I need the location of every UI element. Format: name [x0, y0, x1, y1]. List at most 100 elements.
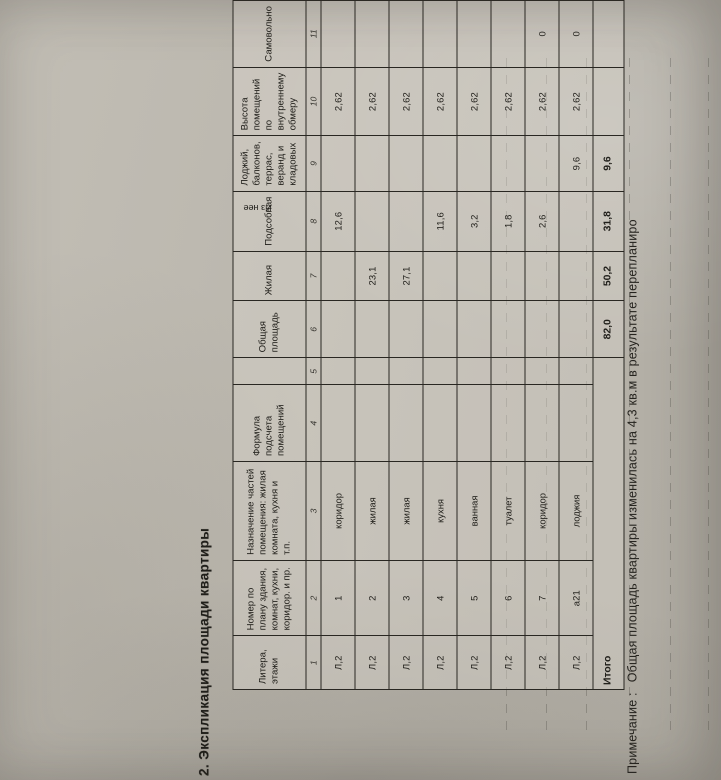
cell-loggia — [388, 135, 423, 192]
cell-service: 12,6 — [320, 191, 355, 252]
cell-extra — [354, 357, 389, 385]
table-row: Л,2 6 туалет 1,8 2,62 — [490, 0, 525, 690]
table-total-row: Итого 82,0 50,2 31,8 9,6 — [592, 0, 624, 690]
cell-number: 3 — [388, 560, 423, 636]
header-blank — [232, 357, 306, 385]
table-row: Л,2 4 кухня 11,6 2,62 — [422, 0, 457, 690]
cell-height: 2,62 — [354, 67, 389, 136]
note-label: Примечание : — [625, 692, 639, 774]
table-row: Л,2 2 жилая 23,1 2,62 — [354, 0, 389, 690]
cell-living — [456, 251, 491, 301]
cell-litera: Л,2 — [490, 635, 525, 690]
cell-service — [388, 191, 423, 252]
cell-formula — [388, 384, 423, 462]
cell-formula — [524, 384, 559, 462]
total-label: Итого — [592, 357, 624, 690]
cell-unauthorized: 0 — [524, 0, 559, 68]
cell-loggia — [354, 135, 389, 192]
cell-extra — [320, 357, 355, 385]
cell-number: 7 — [524, 560, 559, 636]
cell-litera: Л,2 — [524, 635, 559, 690]
colnum-3: 3 — [305, 461, 321, 561]
colnum-10: 10 — [305, 67, 321, 136]
cell-litera: Л,2 — [388, 635, 423, 690]
cell-litera: Л,2 — [354, 635, 389, 690]
header-total-area: Общая площадь — [232, 300, 306, 358]
cell-total — [354, 300, 389, 358]
table-row: Л,2 5 ванная 3,2 2,62 — [456, 0, 491, 690]
cell-height: 2,62 — [422, 67, 457, 136]
header-formula: Формула подсчета помещений — [232, 384, 306, 462]
cell-height: 2,62 — [490, 67, 525, 136]
total-loggia-area: 9,6 — [592, 135, 624, 192]
header-litera: Литера, этажи — [232, 635, 306, 690]
cell-living — [524, 251, 559, 301]
total-height — [592, 67, 624, 136]
cell-name: туалет — [490, 461, 525, 561]
cell-litera: Л,2 — [456, 635, 491, 690]
cell-number: 5 — [456, 560, 491, 636]
colnum-4: 4 — [305, 384, 321, 462]
cell-total — [490, 300, 525, 358]
colnum-6: 6 — [305, 300, 321, 358]
cell-loggia — [490, 135, 525, 192]
header-purpose: Назначение частей помещения: жилая комна… — [232, 461, 306, 561]
cell-extra — [490, 357, 525, 385]
note-text: Общая площадь квартиры изменилась на 4,3… — [625, 219, 639, 683]
cell-unauthorized — [320, 0, 355, 68]
header-room-height: Высота помещений по внутреннему обмеру — [232, 67, 306, 136]
cell-height: 2,62 — [388, 67, 423, 136]
cell-living: 27,1 — [388, 251, 423, 301]
cell-total — [524, 300, 559, 358]
cell-formula — [320, 384, 355, 462]
cell-height: 2,62 — [524, 67, 559, 136]
explication-table: Литера, этажи Номер по плану здания, ком… — [232, 0, 624, 690]
colnum-11: 11 — [305, 0, 321, 68]
cell-extra — [524, 357, 559, 385]
header-loggia-area: Лоджий, балконов, террас, веранд и кладо… — [232, 135, 306, 192]
cell-total — [422, 300, 457, 358]
cell-living — [320, 251, 355, 301]
table-row: Л,2 1 коридор 12,6 2,62 — [320, 0, 355, 690]
cell-height: 2,62 — [558, 67, 593, 136]
cell-extra — [456, 357, 491, 385]
cell-unauthorized — [388, 0, 423, 68]
cell-name: коридор — [524, 461, 559, 561]
cell-loggia: 9,6 — [558, 135, 593, 192]
colnum-5: 5 — [305, 357, 321, 385]
cell-living — [558, 251, 593, 301]
table-row: Л,2 3 жилая 27,1 2,62 — [388, 0, 423, 690]
cell-name: лоджия — [558, 461, 593, 561]
cell-name: жилая — [388, 461, 423, 561]
header-service-area: Подсобная — [232, 191, 306, 252]
cell-formula — [354, 384, 389, 462]
cell-extra — [388, 357, 423, 385]
cell-unauthorized — [490, 0, 525, 68]
cell-service: 2,6 — [524, 191, 559, 252]
cell-height: 2,62 — [320, 67, 355, 136]
cell-service — [354, 191, 389, 252]
cell-loggia — [422, 135, 457, 192]
cell-name: жилая — [354, 461, 389, 561]
cell-litera: Л,2 — [320, 635, 355, 690]
colnum-8: 8 — [305, 191, 321, 252]
cell-service: 11,6 — [422, 191, 457, 252]
cell-height: 2,62 — [456, 67, 491, 136]
total-total-area: 82,0 — [592, 300, 624, 358]
cell-number: 1 — [320, 560, 355, 636]
header-unauthorized: Самовольно — [232, 0, 306, 68]
cell-name: ванная — [456, 461, 491, 561]
cell-unauthorized — [456, 0, 491, 68]
cell-total — [456, 300, 491, 358]
column-number-row: 1 2 3 4 5 6 7 8 9 10 11 — [305, 0, 321, 690]
cell-service: 3,2 — [456, 191, 491, 252]
cell-formula — [490, 384, 525, 462]
cell-number: а21 — [558, 560, 593, 636]
cell-living — [490, 251, 525, 301]
cell-total — [320, 300, 355, 358]
cell-extra — [558, 357, 593, 385]
header-plan-number: Номер по плану здания, комнат, кухни, ко… — [232, 560, 306, 636]
cell-living: 23,1 — [354, 251, 389, 301]
